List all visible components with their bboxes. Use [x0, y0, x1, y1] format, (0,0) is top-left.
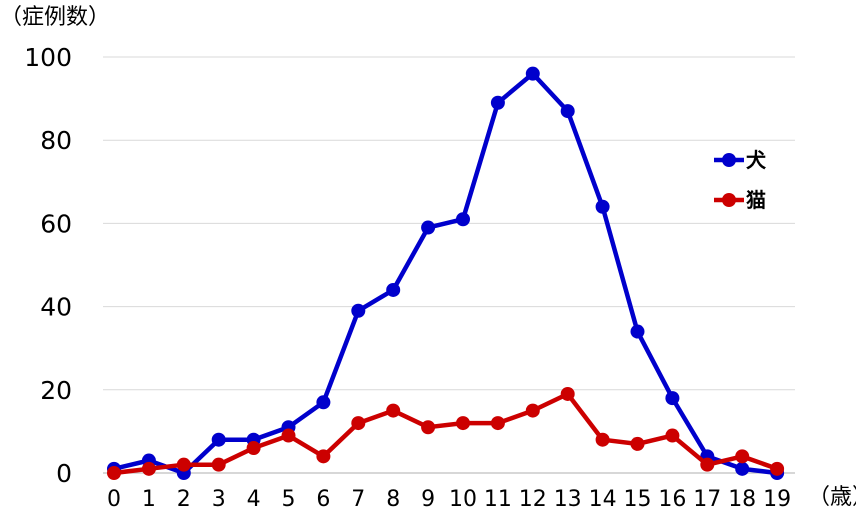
data-point	[630, 436, 645, 451]
x-tick-label: 16	[658, 487, 686, 511]
data-point	[595, 432, 610, 447]
legend-label: 猫	[746, 188, 766, 212]
x-tick-label: 3	[212, 487, 226, 511]
data-point	[525, 403, 540, 418]
data-point	[490, 416, 505, 431]
x-tick-label: 9	[421, 487, 435, 511]
series-1	[107, 386, 785, 480]
x-tick-labels: 0 1 2 3 4 5 6 7 8 9 10 11 12 13 14 15 16 17 18 19	[107, 487, 791, 511]
y-axis-label: （症例数）	[0, 5, 110, 30]
data-point	[211, 457, 226, 472]
data-point	[386, 282, 401, 297]
legend-swatch-marker	[722, 193, 736, 207]
x-tick-label: 19	[763, 487, 791, 511]
data-point	[246, 441, 261, 456]
series-line	[111, 71, 780, 476]
x-tick-label: 13	[554, 487, 582, 511]
y-tick-label: 0	[56, 459, 72, 488]
data-point	[525, 66, 540, 81]
data-point	[735, 449, 750, 464]
legend-item: 犬	[714, 148, 767, 172]
data-point	[456, 212, 470, 227]
x-tick-label: 15	[624, 487, 652, 511]
series-lines	[107, 66, 785, 480]
x-tick-label: 18	[728, 487, 756, 511]
x-tick-label: 14	[589, 487, 617, 511]
x-tick-label: 1	[142, 487, 156, 511]
x-tick-label: 7	[351, 487, 365, 511]
data-point	[700, 457, 715, 472]
data-point	[665, 428, 680, 443]
x-tick-label: 6	[316, 487, 330, 511]
data-point	[141, 461, 156, 476]
x-axis-label: （歳）	[808, 485, 856, 510]
data-point	[630, 324, 645, 339]
legend-item: 猫	[714, 188, 766, 212]
data-point	[560, 386, 575, 401]
data-point	[351, 416, 366, 431]
data-point	[316, 395, 331, 410]
data-point	[351, 303, 366, 318]
y-tick-label: 40	[40, 293, 72, 322]
data-point	[421, 420, 436, 435]
data-point	[176, 457, 191, 472]
data-point	[421, 220, 436, 235]
data-point	[211, 432, 226, 447]
data-point	[281, 428, 296, 443]
data-point	[456, 416, 470, 431]
legend-label: 犬	[746, 148, 767, 172]
data-point	[595, 199, 610, 214]
x-tick-label: 5	[282, 487, 296, 511]
data-point	[735, 461, 750, 476]
y-tick-label: 20	[40, 376, 72, 405]
x-tick-label: 2	[177, 487, 191, 511]
x-tick-label: 11	[484, 487, 512, 511]
gridlines	[103, 56, 795, 474]
data-point	[316, 449, 331, 464]
x-tick-label: 8	[386, 487, 400, 511]
data-point	[490, 95, 505, 110]
x-tick-label: 0	[107, 487, 121, 511]
x-tick-label: 12	[519, 487, 547, 511]
legend-swatch-marker	[722, 153, 736, 167]
x-tick-label: 10	[449, 487, 477, 511]
data-point	[770, 461, 785, 476]
x-tick-label: 4	[247, 487, 261, 511]
y-tick-label: 80	[40, 126, 72, 155]
x-tick-label: 17	[693, 487, 721, 511]
data-point	[386, 403, 401, 418]
series-0	[107, 66, 785, 480]
data-point	[560, 104, 575, 119]
y-tick-label: 100	[24, 43, 72, 72]
data-point	[107, 466, 121, 480]
y-tick-label: 60	[40, 209, 72, 238]
y-tick-labels: 0 20 40 60 80 100	[24, 43, 72, 488]
data-point	[665, 391, 680, 406]
legend: 犬猫	[714, 148, 767, 212]
